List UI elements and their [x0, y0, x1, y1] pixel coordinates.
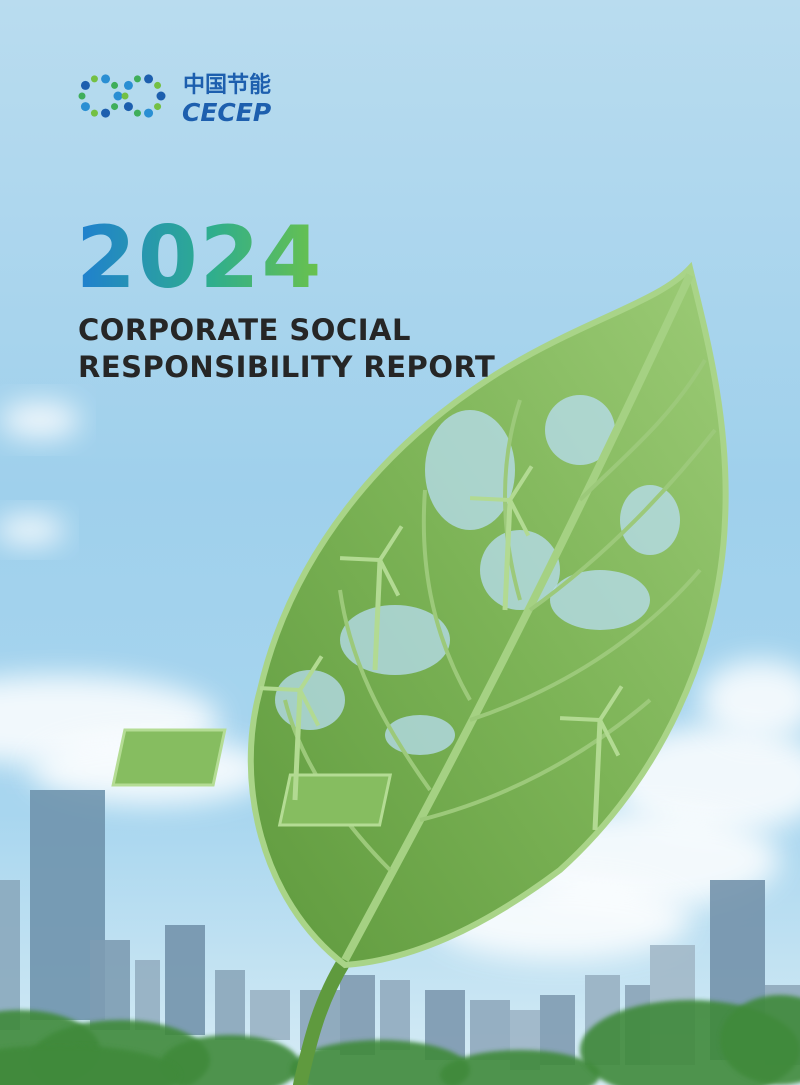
- leaf-cutout: [620, 485, 680, 555]
- logo-dot: [133, 75, 141, 83]
- leaf-vein: [419, 698, 652, 822]
- leaf-stem: [293, 953, 352, 1085]
- logo-dot: [144, 74, 154, 84]
- logo-dot: [78, 92, 86, 100]
- logo-dot: [101, 74, 111, 84]
- logo-dot: [111, 103, 119, 111]
- leaf-cutout: [545, 395, 615, 465]
- logo-dot: [123, 80, 133, 90]
- turbine-tower: [372, 559, 383, 671]
- leaf-vein: [421, 489, 472, 701]
- logo-dot: [133, 109, 141, 117]
- logo-dot: [154, 81, 162, 89]
- tree: [440, 1050, 600, 1085]
- leaf-cutout: [385, 715, 455, 755]
- tree: [160, 1035, 300, 1085]
- leaf-vein: [503, 399, 522, 601]
- leaf-vein: [528, 428, 717, 612]
- tree: [290, 1040, 470, 1085]
- building: [380, 980, 410, 1050]
- turbine-blade: [339, 556, 381, 562]
- turbine-blade: [298, 655, 324, 692]
- turbine-blade: [508, 499, 531, 537]
- logo-dot: [101, 108, 111, 118]
- turbine-blade: [298, 689, 321, 727]
- turbine-blade: [378, 559, 401, 597]
- leaf-vein: [469, 568, 702, 722]
- turbine-blade: [559, 716, 601, 722]
- cloud: [700, 660, 800, 740]
- building: [165, 925, 205, 1035]
- leaf-cutout: [425, 410, 515, 530]
- leaf-vein: [338, 589, 432, 792]
- logo-dot: [111, 81, 119, 89]
- logo-dot: [113, 91, 123, 101]
- logo-dot: [121, 92, 129, 100]
- leaf-cutout: [550, 570, 650, 630]
- logo-dot: [80, 80, 90, 90]
- logo-chinese: 中国节能: [183, 72, 271, 98]
- leaf-cutout: [340, 605, 450, 675]
- turbine-blade: [508, 465, 534, 502]
- logo-english: CECEP: [182, 98, 271, 127]
- solar-panel: [277, 773, 393, 827]
- year: 2024: [76, 208, 323, 308]
- title-line: RESPONSIBILITY REPORT: [78, 350, 495, 384]
- building: [250, 990, 290, 1040]
- turbine-blade: [378, 525, 404, 562]
- leaf-vein: [578, 358, 707, 502]
- leaf-midrib: [341, 273, 694, 962]
- title-line: CORPORATE SOCIAL: [78, 313, 411, 347]
- building: [0, 880, 20, 1030]
- turbine-blade: [259, 686, 301, 692]
- building: [470, 1000, 510, 1060]
- building: [135, 960, 160, 1030]
- turbine-blade: [469, 496, 511, 502]
- building: [90, 940, 130, 1030]
- tree: [0, 1045, 180, 1085]
- solar-panel: [111, 728, 227, 787]
- logo-dot: [123, 102, 133, 112]
- logo-dot: [80, 102, 90, 112]
- turbine-tower: [292, 689, 303, 801]
- logo-dot: [154, 103, 162, 111]
- turbine-blade: [598, 685, 624, 722]
- logo-dot: [144, 108, 154, 118]
- logo-dot: [90, 75, 98, 83]
- tree: [720, 995, 800, 1085]
- cloud: [0, 402, 80, 438]
- turbine-tower: [592, 719, 603, 831]
- cloud: [0, 515, 65, 545]
- turbine-tower: [502, 499, 513, 611]
- logo-dot: [90, 109, 98, 117]
- logo-dot: [156, 91, 166, 101]
- leaf-cutout: [275, 670, 345, 730]
- building: [215, 970, 245, 1040]
- turbine-blade: [598, 719, 621, 757]
